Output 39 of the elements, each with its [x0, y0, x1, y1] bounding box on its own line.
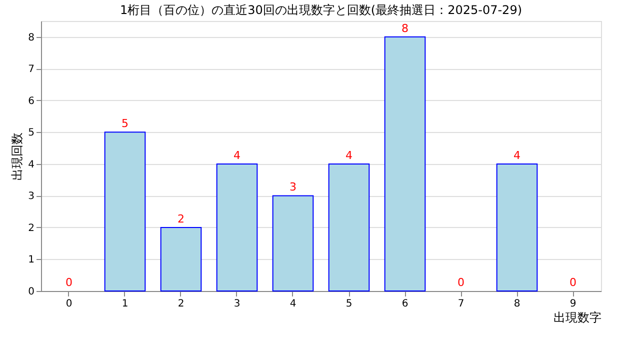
x-tick-label: 7	[458, 298, 464, 310]
x-tick-label: 1	[122, 298, 128, 310]
data-label: 4	[234, 148, 240, 162]
y-tick-label: 4	[28, 159, 34, 170]
data-label: 0	[570, 276, 576, 289]
data-label: 5	[122, 117, 128, 130]
bar	[160, 226, 202, 292]
bar	[104, 132, 146, 292]
y-tick-label: 3	[28, 191, 34, 202]
x-tick-label: 6	[402, 298, 408, 310]
bar	[496, 163, 538, 292]
data-label: 4	[346, 148, 352, 162]
x-tick-label: 8	[514, 298, 520, 310]
y-tick-label: 2	[28, 222, 34, 234]
bar	[216, 163, 258, 292]
x-tick-label: 4	[290, 298, 296, 310]
data-label: 8	[402, 22, 408, 35]
y-axis-title: 出現回数	[10, 132, 24, 180]
data-label: 0	[66, 276, 72, 289]
x-tick-label: 2	[178, 298, 184, 310]
chart-title: 1桁目（百の位）の直近30回の出現数字と回数(最終抽選日：2025-07-29)	[120, 3, 522, 17]
x-tick-label: 9	[570, 298, 576, 310]
x-tick-label: 3	[234, 298, 240, 310]
data-label: 3	[290, 180, 296, 194]
bar	[272, 195, 314, 292]
x-tick-label: 0	[66, 298, 72, 310]
y-tick-label: 7	[28, 64, 34, 76]
y-tick-label: 6	[28, 96, 34, 107]
y-tick-label: 0	[28, 286, 34, 298]
y-tick-label: 1	[28, 254, 34, 266]
bar	[384, 36, 426, 292]
x-tick-label: 5	[346, 298, 352, 310]
data-label: 2	[178, 212, 184, 226]
y-tick-label: 5	[28, 128, 34, 139]
data-label: 4	[514, 148, 520, 162]
data-label: 0	[458, 276, 464, 289]
bar	[328, 163, 370, 292]
x-axis-title: 出現数字	[554, 310, 602, 324]
y-tick-label: 8	[28, 32, 34, 44]
